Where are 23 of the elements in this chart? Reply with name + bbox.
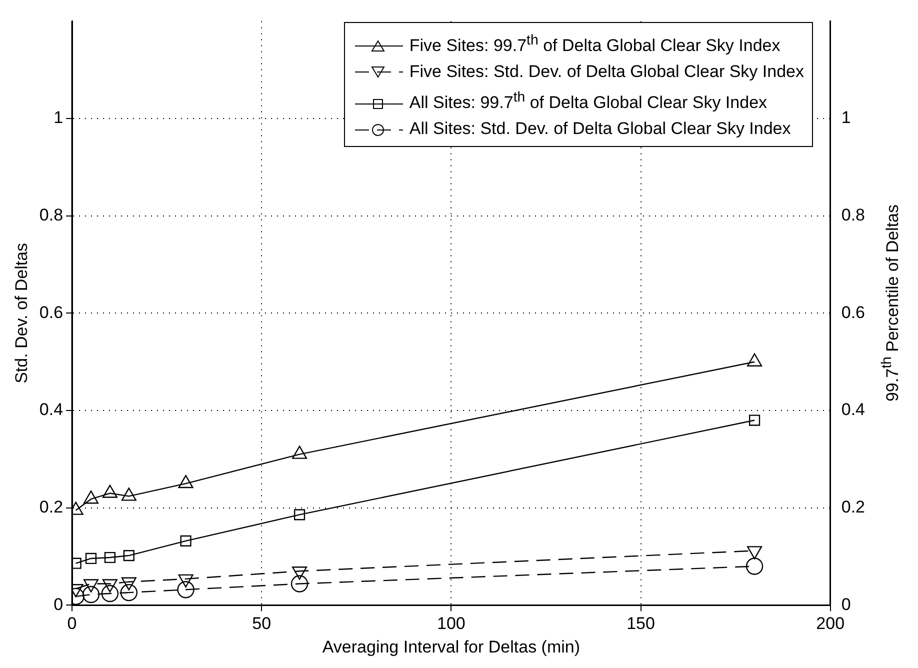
x-tick-label: 50 (252, 614, 272, 634)
y2-tick-label: 0.4 (841, 400, 866, 420)
y2-tick-label: 0.2 (841, 498, 866, 517)
x-tick-label: 0 (67, 614, 77, 634)
x-tick-label: 200 (816, 614, 845, 634)
y-tick-label: 0.2 (39, 498, 64, 517)
legend-label: Five Sites: 99.7$^{th}$ of Delta Global Clear Sky Index (409, 32, 780, 55)
y-tick-label: 0.4 (39, 400, 64, 420)
y2-tick-label: 0.8 (841, 206, 866, 225)
legend-label: All Sites: 99.7$^{th}$ of Delta Global Clear Sky Index (409, 90, 768, 112)
x-axis-title: Averaging Interval for Deltas (min) (322, 637, 580, 656)
x-tick-label: 100 (437, 614, 466, 634)
y-tick-label: 1 (54, 108, 64, 128)
y-tick-label: 0 (54, 594, 64, 614)
y2-tick-label: 0.6 (841, 302, 866, 322)
y2-tick-label: 1 (841, 108, 851, 128)
x-tick-label: 150 (626, 614, 655, 634)
legend-label: All Sites: Std. Dev. of Delta Global Clear Sky Index (409, 119, 791, 138)
y-tick-label: 0.6 (39, 302, 64, 322)
y-tick-label: 0.8 (39, 206, 64, 225)
legend-label: Five Sites: Std. Dev. of Delta Global Clear Sky Index (409, 62, 804, 81)
y2-tick-label: 0 (841, 594, 851, 614)
y-axis-title: Std. Dev. of Deltas (12, 242, 31, 384)
